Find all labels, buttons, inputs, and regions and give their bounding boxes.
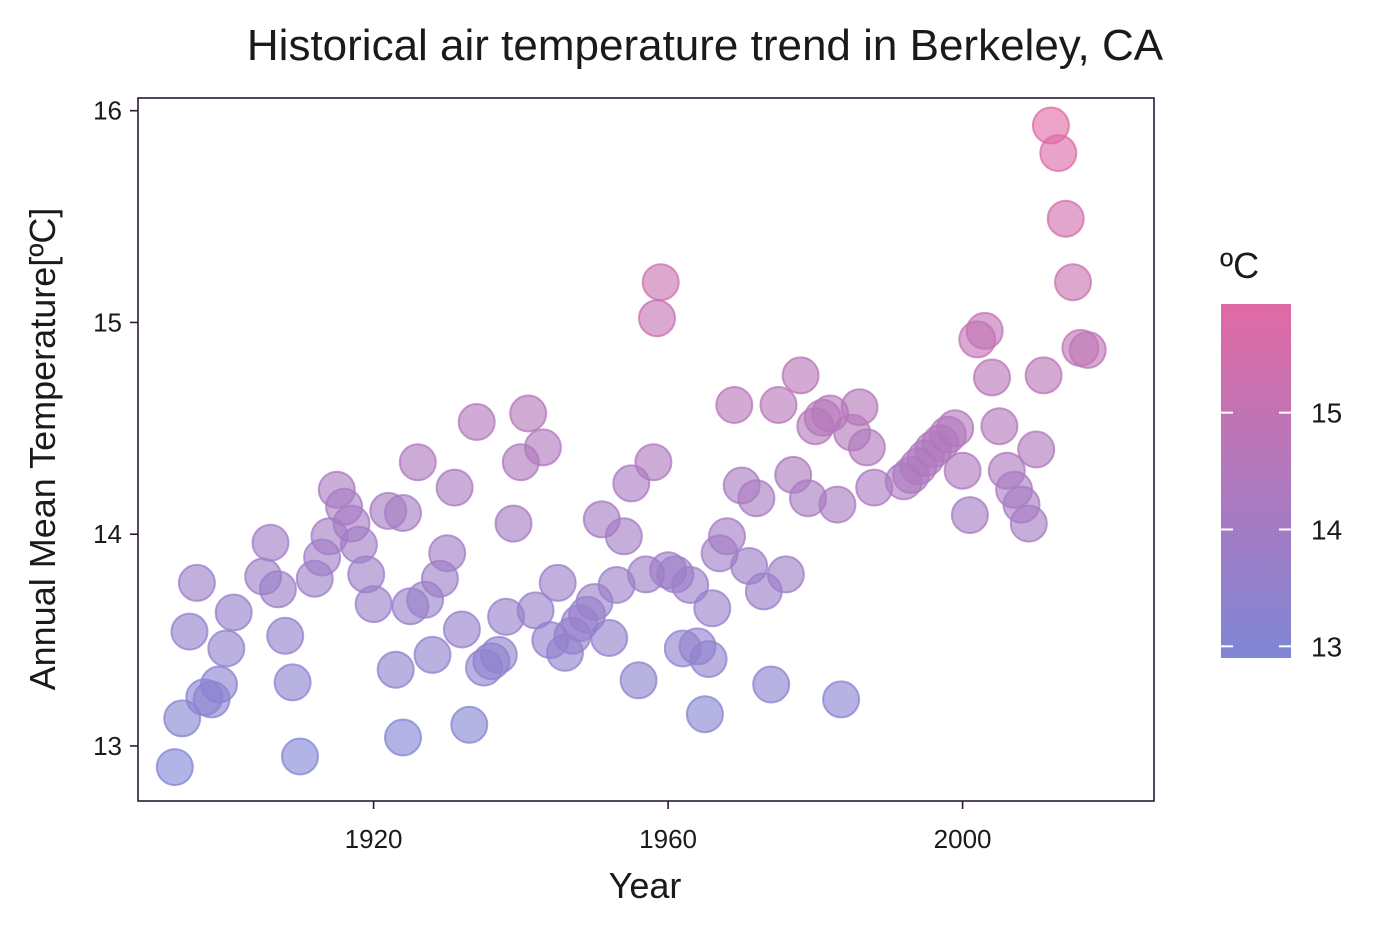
data-point <box>266 616 305 655</box>
legend-colorbar <box>1221 304 1291 658</box>
y-tick-label: 15 <box>93 307 122 337</box>
data-point <box>1009 504 1048 543</box>
x-axis: 1920 1960 2000 <box>345 801 992 854</box>
legend-title: ºC <box>1220 245 1259 286</box>
chart-title: Historical air temperature trend in Berk… <box>247 21 1164 70</box>
data-point <box>936 409 975 448</box>
x-tick-label: 2000 <box>934 824 992 854</box>
data-point <box>479 635 518 674</box>
data-point <box>1068 331 1107 369</box>
data-point <box>766 555 805 594</box>
data-point <box>737 479 776 518</box>
data-point <box>634 443 673 482</box>
data-point <box>671 566 710 604</box>
data-point <box>457 403 496 441</box>
data-point <box>685 695 724 734</box>
data-point <box>980 407 1019 446</box>
data-point <box>693 589 732 628</box>
data-point <box>428 534 467 573</box>
data-point <box>943 451 982 490</box>
data-point <box>442 610 481 649</box>
data-point <box>200 665 238 704</box>
data-point <box>781 356 820 395</box>
data-point <box>840 388 879 427</box>
data-point <box>538 563 577 602</box>
data-point <box>708 517 746 556</box>
data-point <box>638 299 676 338</box>
data-point <box>413 635 452 674</box>
data-point <box>818 485 857 524</box>
data-point <box>376 650 415 689</box>
plot-panel <box>137 97 1155 802</box>
x-tick-label: 1960 <box>639 824 697 854</box>
data-point <box>715 386 754 424</box>
data-point <box>1017 430 1056 469</box>
data-point <box>689 640 728 679</box>
data-point <box>641 263 680 302</box>
data-point <box>759 386 798 424</box>
data-point <box>590 619 629 657</box>
color-legend: ºC 13 14 15 <box>1220 245 1342 662</box>
data-point <box>170 612 209 651</box>
data-point <box>258 570 297 609</box>
data-point <box>384 718 422 757</box>
data-point <box>207 629 246 668</box>
data-point <box>251 523 290 562</box>
data-point <box>965 311 1004 350</box>
data-point <box>950 496 989 535</box>
data-point <box>847 428 886 467</box>
data-point <box>752 665 791 704</box>
data-point <box>1039 134 1078 173</box>
legend-ticks: 13 14 15 <box>1221 398 1342 662</box>
data-points <box>155 106 1107 787</box>
x-tick-label: 1920 <box>345 824 403 854</box>
data-point <box>214 593 253 632</box>
x-axis-title: Year <box>609 865 682 906</box>
data-point <box>1054 263 1092 302</box>
y-tick-label: 14 <box>93 519 122 549</box>
data-point <box>155 748 194 787</box>
data-point <box>354 585 393 624</box>
data-point <box>822 680 861 719</box>
data-point <box>281 737 319 776</box>
data-point <box>177 563 216 602</box>
data-point <box>450 705 489 744</box>
y-tick-label: 16 <box>93 96 122 126</box>
data-point <box>604 517 643 556</box>
legend-tick-label: 14 <box>1311 514 1342 545</box>
data-point <box>273 663 312 702</box>
data-point <box>619 661 658 700</box>
data-point <box>509 394 548 433</box>
data-point <box>494 504 533 543</box>
y-tick-label: 13 <box>93 731 122 761</box>
data-point <box>384 494 422 532</box>
legend-tick-label: 15 <box>1311 398 1342 429</box>
y-axis: 13 14 15 16 <box>93 96 138 761</box>
data-point <box>1024 356 1063 395</box>
y-axis-title: Annual Mean Temperature[ºC] <box>22 208 63 691</box>
data-point <box>523 428 562 467</box>
data-point <box>1046 199 1085 238</box>
data-point <box>435 468 474 507</box>
legend-tick-label: 13 <box>1311 631 1342 662</box>
data-point <box>973 358 1011 397</box>
data-point <box>398 443 437 482</box>
